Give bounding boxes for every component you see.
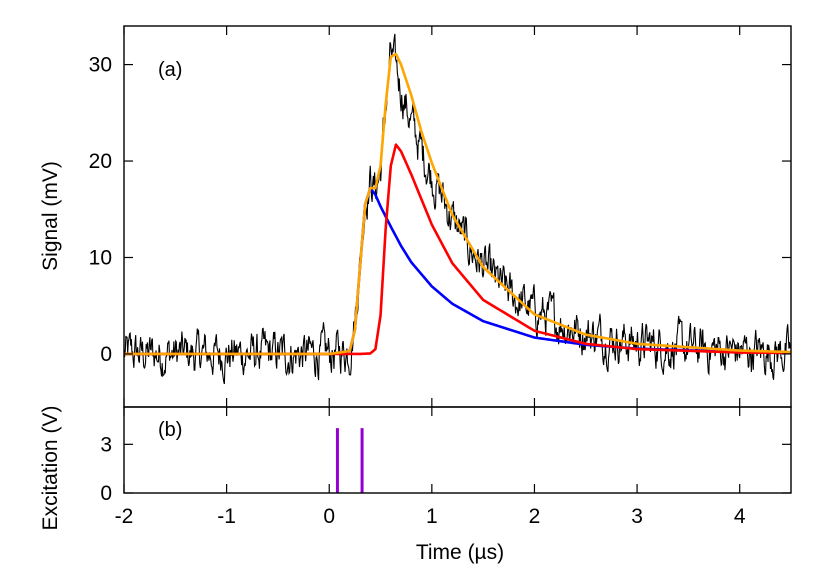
panel-a-ticks: 0 10 20 30 [89, 54, 791, 366]
panel-b-plot-area [335, 428, 364, 493]
panel-a-ytick-label: 0 [100, 343, 112, 366]
panel-b-ytick-label: 0 [100, 482, 112, 505]
x-tick-label: 3 [631, 505, 643, 528]
panel-a-y-axis-title: Signal (mV) [39, 161, 62, 271]
series-fit-ff0000 [123, 143, 792, 356]
panel-b-frame [123, 406, 792, 494]
x-tick-label: -2 [115, 505, 134, 528]
panel-a-ytick-label: 20 [89, 150, 112, 173]
x-axis-ticks: -2 -1 0 1 2 3 4 [115, 26, 746, 528]
x-tick-label: 4 [734, 505, 746, 528]
x-tick-label: 2 [529, 505, 541, 528]
panel-a-plot-area [123, 33, 792, 385]
panel-a-ytick-label: 10 [89, 246, 112, 269]
panel-b-label: (b) [158, 419, 182, 441]
panel-b-ytick-label: 3 [100, 433, 112, 456]
x-tick-label: -1 [217, 505, 236, 528]
panel-b-excitation-plot: 03 (b) Excitation (V) [39, 406, 792, 531]
panel-b-ticks: 03 [100, 433, 791, 505]
x-axis-title: Time (µs) [416, 541, 504, 564]
panel-a-ytick-label: 30 [89, 54, 112, 77]
series-measured-signal [123, 33, 792, 385]
panel-b-y-axis-title: Excitation (V) [39, 406, 62, 531]
x-tick-label: 0 [323, 505, 335, 528]
panel-a-label: (a) [158, 59, 182, 81]
series-fit-ffa500 [123, 52, 792, 356]
x-tick-label: 1 [426, 505, 438, 528]
panel-a-signal-plot: 0 10 20 30 (a) Signal (mV) [39, 25, 792, 408]
